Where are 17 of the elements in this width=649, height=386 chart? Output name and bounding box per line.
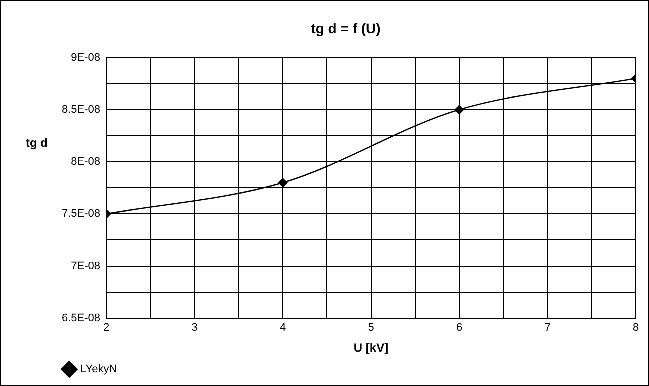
y-tick-label: 6.5E-08: [62, 312, 101, 324]
x-tick-label: 2: [103, 322, 110, 334]
x-tick-label: 5: [368, 322, 374, 334]
x-axis-title: U [kV]: [354, 341, 389, 356]
x-tick-label: 4: [280, 322, 286, 334]
x-tick-label: 7: [544, 322, 551, 334]
y-tick-label: 8.5E-08: [62, 104, 101, 116]
x-tick-label: 3: [192, 322, 198, 334]
x-tick-label: 6: [456, 322, 463, 334]
y-tick-label: 8E-08: [71, 156, 101, 168]
y-tick-label: 7.5E-08: [62, 208, 101, 220]
chart-title: tg d = f (U): [311, 20, 381, 36]
y-tick-label: 7E-08: [71, 260, 101, 272]
legend-label: LYekyN: [80, 364, 118, 376]
x-tick-label: 8: [632, 322, 640, 334]
y-tick-label: 9E-08: [71, 52, 101, 64]
y-axis-title: tg d: [26, 136, 48, 150]
